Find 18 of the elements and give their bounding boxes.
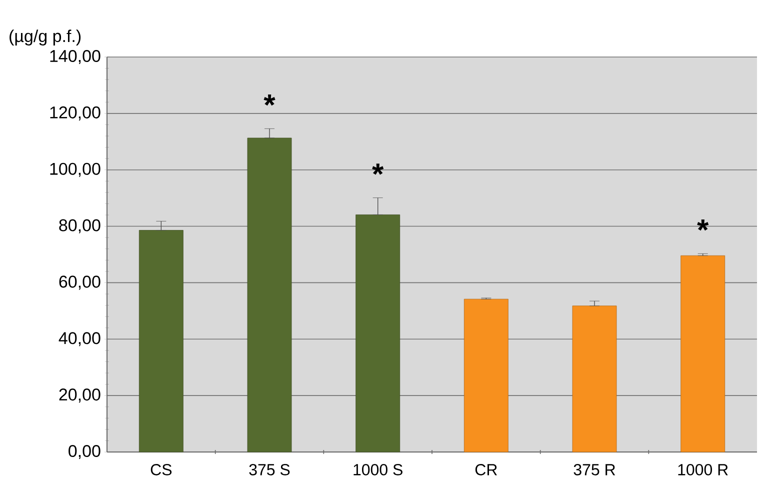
y-tick-label: 120,00: [50, 106, 100, 120]
y-tick-label: 60,00: [59, 276, 100, 290]
x-tick-label: CS: [150, 464, 172, 476]
y-axis-title: (µg/g p.f.): [10, 30, 81, 46]
annotation: *: [697, 219, 709, 231]
x-tick-label: 1000 R: [678, 464, 728, 476]
y-tick-label: 20,00: [59, 388, 100, 403]
x-tick-label: CR: [475, 464, 497, 476]
y-tick-label: 140,00: [50, 50, 100, 64]
annotation: *: [264, 94, 276, 106]
y-tick-label: 80,00: [59, 219, 100, 234]
x-tick-label: 375 S: [249, 464, 290, 476]
y-tick-label: 40,00: [58, 332, 100, 346]
annotation: *: [372, 164, 384, 175]
x-tick-label: 375 R: [574, 464, 616, 476]
x-tick-label: 1000 S: [354, 464, 402, 476]
y-tick-label: 100,00: [50, 162, 100, 177]
y-tick-label: 0,00: [68, 444, 100, 460]
